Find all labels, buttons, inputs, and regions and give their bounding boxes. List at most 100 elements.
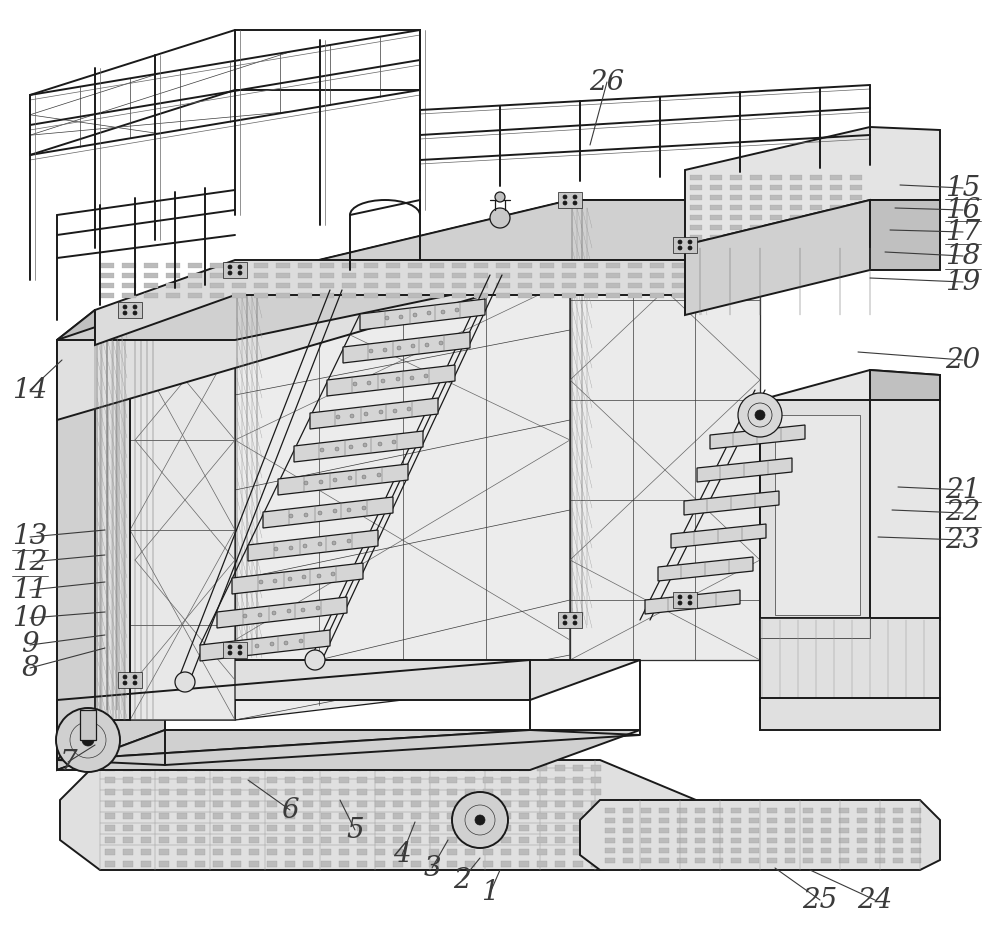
Polygon shape	[839, 848, 849, 853]
Polygon shape	[141, 837, 151, 843]
Polygon shape	[357, 837, 367, 843]
Text: 15: 15	[945, 174, 981, 202]
Polygon shape	[830, 225, 842, 230]
Polygon shape	[339, 777, 349, 783]
Polygon shape	[573, 825, 583, 831]
Polygon shape	[267, 789, 277, 795]
Polygon shape	[249, 861, 259, 867]
Polygon shape	[501, 801, 511, 807]
Polygon shape	[730, 195, 742, 200]
Polygon shape	[573, 837, 583, 843]
Polygon shape	[411, 837, 421, 843]
Polygon shape	[159, 801, 169, 807]
Polygon shape	[893, 808, 903, 813]
Polygon shape	[519, 825, 529, 831]
Polygon shape	[267, 765, 277, 771]
Polygon shape	[584, 283, 598, 288]
Polygon shape	[213, 801, 223, 807]
Polygon shape	[749, 848, 759, 853]
Polygon shape	[100, 273, 114, 278]
Polygon shape	[501, 789, 511, 795]
Polygon shape	[775, 415, 860, 615]
Circle shape	[284, 641, 288, 645]
Polygon shape	[321, 837, 331, 843]
Polygon shape	[749, 828, 759, 833]
Polygon shape	[303, 861, 313, 867]
Polygon shape	[320, 273, 334, 278]
Polygon shape	[342, 273, 356, 278]
Polygon shape	[730, 175, 742, 180]
Circle shape	[738, 393, 782, 437]
Circle shape	[495, 192, 505, 202]
Polygon shape	[540, 273, 554, 278]
Text: 18: 18	[945, 243, 981, 269]
Polygon shape	[810, 205, 822, 210]
Polygon shape	[210, 293, 224, 298]
Polygon shape	[501, 837, 511, 843]
Polygon shape	[695, 828, 705, 833]
Polygon shape	[760, 618, 870, 638]
Polygon shape	[483, 789, 493, 795]
Polygon shape	[591, 789, 601, 795]
Polygon shape	[100, 263, 114, 268]
Circle shape	[238, 265, 242, 269]
Polygon shape	[562, 283, 576, 288]
Polygon shape	[130, 280, 235, 720]
Polygon shape	[339, 789, 349, 795]
Circle shape	[318, 542, 322, 546]
Polygon shape	[713, 828, 723, 833]
Polygon shape	[483, 801, 493, 807]
Polygon shape	[730, 215, 742, 220]
Circle shape	[424, 374, 428, 378]
Polygon shape	[210, 263, 224, 268]
Polygon shape	[447, 789, 457, 795]
Polygon shape	[483, 849, 493, 855]
Circle shape	[369, 349, 373, 353]
Polygon shape	[57, 200, 870, 420]
Circle shape	[123, 311, 127, 315]
Circle shape	[364, 412, 368, 416]
Polygon shape	[393, 813, 403, 819]
Polygon shape	[558, 612, 582, 628]
Polygon shape	[188, 263, 202, 268]
Polygon shape	[790, 185, 802, 190]
Circle shape	[490, 208, 510, 228]
Polygon shape	[200, 630, 330, 661]
Circle shape	[347, 508, 351, 512]
Polygon shape	[393, 837, 403, 843]
Polygon shape	[830, 205, 842, 210]
Polygon shape	[685, 127, 940, 245]
Polygon shape	[623, 838, 633, 843]
Polygon shape	[606, 273, 620, 278]
Polygon shape	[770, 225, 782, 230]
Polygon shape	[628, 273, 642, 278]
Text: 17: 17	[945, 219, 981, 245]
Circle shape	[56, 708, 120, 772]
Polygon shape	[231, 861, 241, 867]
Polygon shape	[465, 813, 475, 819]
Polygon shape	[430, 283, 444, 288]
Polygon shape	[429, 765, 439, 771]
Circle shape	[563, 621, 567, 625]
Polygon shape	[911, 828, 921, 833]
Polygon shape	[408, 293, 422, 298]
Polygon shape	[248, 530, 378, 561]
Polygon shape	[770, 235, 782, 240]
Polygon shape	[285, 789, 295, 795]
Polygon shape	[57, 730, 640, 770]
Polygon shape	[803, 858, 813, 863]
Polygon shape	[821, 828, 831, 833]
Polygon shape	[452, 263, 466, 268]
Polygon shape	[850, 225, 862, 230]
Polygon shape	[303, 849, 313, 855]
Polygon shape	[465, 837, 475, 843]
Polygon shape	[285, 801, 295, 807]
Polygon shape	[177, 765, 187, 771]
Polygon shape	[623, 828, 633, 833]
Polygon shape	[555, 813, 565, 819]
Polygon shape	[641, 858, 651, 863]
Polygon shape	[105, 813, 115, 819]
Polygon shape	[519, 801, 529, 807]
Polygon shape	[278, 464, 408, 495]
Circle shape	[385, 316, 389, 320]
